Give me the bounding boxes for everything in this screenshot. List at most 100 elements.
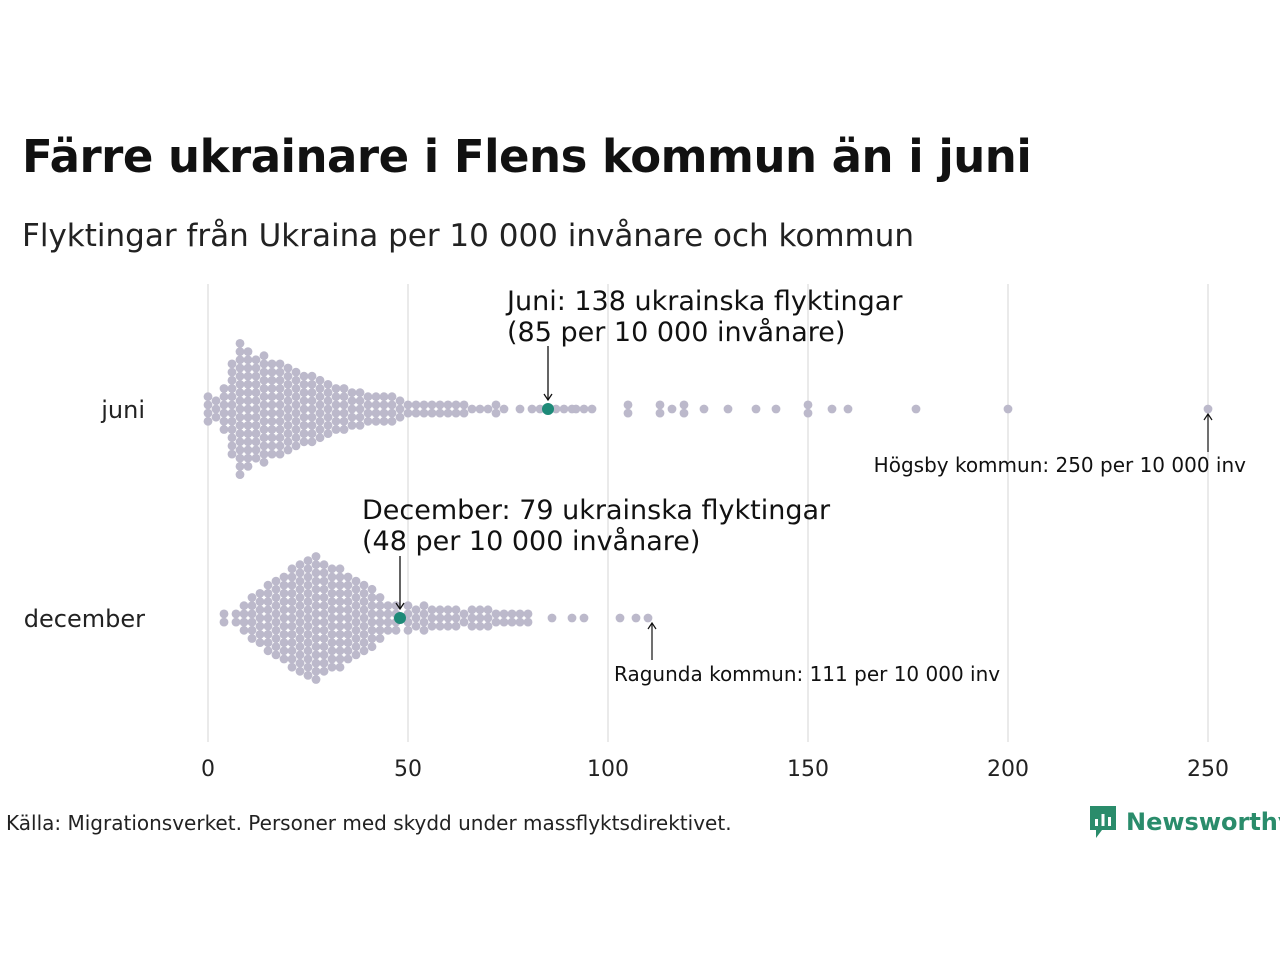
data-point: [267, 375, 277, 385]
data-point: [303, 556, 313, 565]
data-point: [303, 589, 313, 598]
data-point: [467, 613, 477, 623]
data-point: [327, 572, 337, 582]
dots: [203, 339, 1213, 684]
data-point: [235, 404, 245, 414]
data-point: [355, 396, 365, 406]
data-point: [303, 646, 313, 656]
data-point: [339, 392, 349, 402]
data-point: [275, 433, 285, 443]
data-point: [295, 593, 305, 602]
data-point: [263, 605, 273, 615]
data-point: [435, 605, 445, 615]
data-point: [723, 404, 733, 414]
data-point: [347, 412, 357, 422]
data-point: [267, 367, 277, 377]
data-point: [443, 621, 453, 631]
juni-highlight-label-line2: (85 per 10 000 invånare): [507, 317, 845, 348]
data-point: [295, 634, 305, 643]
data-point: [287, 572, 297, 582]
data-point: [335, 621, 345, 631]
data-point: [443, 408, 453, 418]
data-point: [275, 441, 285, 451]
data-point: [243, 437, 253, 447]
data-point: [403, 601, 413, 611]
data-point: [267, 400, 277, 410]
data-point: [235, 388, 245, 397]
data-point: [327, 597, 337, 606]
data-point: [579, 613, 589, 623]
data-point: [331, 400, 341, 410]
data-point: [243, 445, 253, 455]
data-point: [351, 625, 361, 635]
x-tick-label: 150: [787, 757, 829, 782]
data-point: [295, 609, 305, 619]
data-point: [359, 638, 369, 647]
data-point: [287, 662, 297, 672]
data-point: [679, 400, 689, 410]
data-point: [383, 609, 393, 619]
data-point: [271, 617, 281, 627]
data-point: [343, 630, 353, 639]
data-point: [203, 400, 213, 410]
data-point: [303, 671, 313, 680]
data-point: [451, 408, 461, 418]
data-point: [483, 404, 493, 414]
data-point: [435, 621, 445, 631]
data-point: [227, 384, 237, 393]
data-point: [359, 613, 369, 623]
data-point: [235, 421, 245, 430]
data-point: [307, 388, 317, 397]
data-point: [343, 580, 353, 590]
data-point: [271, 609, 281, 619]
data-point: [259, 441, 269, 451]
data-point: [287, 605, 297, 615]
data-point: [227, 449, 237, 459]
max-arrowhead: [1203, 412, 1213, 421]
data-point: [283, 380, 293, 389]
data-point: [311, 625, 321, 635]
data-point: [295, 576, 305, 586]
data-point: [299, 388, 309, 397]
data-point: [235, 462, 245, 471]
data-point: [319, 625, 329, 635]
data-point: [275, 384, 285, 393]
data-point: [343, 621, 353, 631]
data-point: [283, 421, 293, 430]
data-point: [327, 630, 337, 639]
data-point: [467, 605, 477, 615]
data-point: [367, 617, 377, 627]
data-point: [679, 408, 689, 418]
data-point: [283, 363, 293, 373]
data-point: [843, 404, 853, 414]
data-point: [319, 642, 329, 652]
data-point: [1203, 404, 1213, 414]
data-point: [311, 675, 321, 684]
data-point: [319, 560, 329, 570]
data-point: [243, 412, 253, 422]
data-point: [247, 593, 257, 602]
data-point: [227, 367, 237, 377]
data-point: [491, 408, 501, 418]
data-point: [243, 462, 253, 471]
data-point: [287, 580, 297, 590]
data-point: [343, 646, 353, 656]
data-point: [255, 638, 265, 647]
data-point: [271, 584, 281, 594]
data-point: [315, 392, 325, 402]
highlight-arrowhead: [395, 602, 405, 611]
data-point: [227, 400, 237, 410]
data-point: [235, 380, 245, 389]
data-point: [259, 400, 269, 410]
data-point: [275, 392, 285, 402]
data-point: [367, 625, 377, 635]
data-point: [263, 613, 273, 623]
data-point: [243, 429, 253, 438]
brand-logo[interactable]: Newsworthy: [1088, 804, 1280, 840]
brand-name: Newsworthy: [1126, 808, 1280, 836]
data-point: [427, 400, 437, 410]
data-point: [491, 617, 501, 627]
data-point: [315, 384, 325, 393]
data-point: [459, 400, 469, 410]
data-point: [251, 445, 261, 455]
